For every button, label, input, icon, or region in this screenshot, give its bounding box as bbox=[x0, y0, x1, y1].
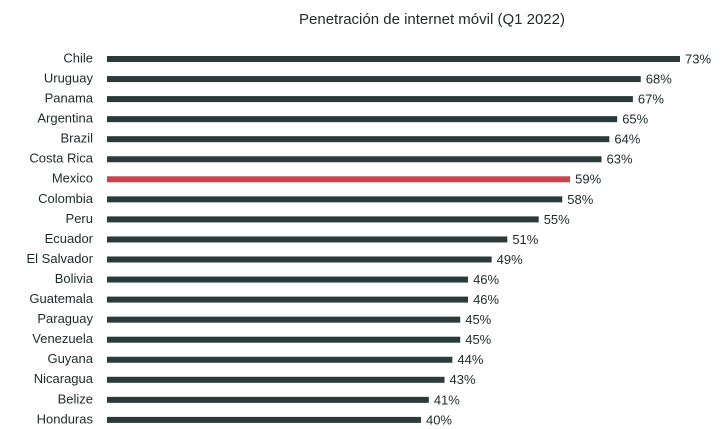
value-label: 41% bbox=[434, 392, 460, 407]
bar bbox=[107, 396, 429, 403]
category-label: Chile bbox=[63, 50, 93, 65]
bar bbox=[107, 256, 492, 263]
bar bbox=[107, 236, 508, 243]
category-label: Bolivia bbox=[55, 271, 94, 286]
bar bbox=[107, 416, 421, 423]
bar bbox=[107, 196, 563, 203]
value-label: 55% bbox=[544, 212, 570, 227]
value-label: 51% bbox=[512, 232, 538, 247]
category-label: Argentina bbox=[37, 111, 93, 126]
category-label: Panama bbox=[45, 91, 94, 106]
category-label: Belize bbox=[58, 391, 93, 406]
category-label: Brazil bbox=[60, 131, 93, 146]
value-label: 59% bbox=[575, 172, 601, 187]
chart-title: Penetración de internet móvil (Q1 2022) bbox=[299, 11, 565, 28]
value-label: 63% bbox=[607, 152, 633, 167]
bar bbox=[107, 176, 571, 183]
bar bbox=[107, 376, 445, 383]
value-label: 73% bbox=[685, 51, 711, 66]
category-label: Paraguay bbox=[37, 311, 93, 326]
value-label: 45% bbox=[465, 332, 491, 347]
value-label: 44% bbox=[457, 352, 483, 367]
value-label: 43% bbox=[450, 372, 476, 387]
bar bbox=[107, 116, 618, 123]
bar bbox=[107, 136, 610, 143]
category-label: Peru bbox=[66, 211, 93, 226]
category-label: Venezuela bbox=[32, 331, 93, 346]
bar bbox=[107, 216, 539, 223]
category-label: Ecuador bbox=[45, 231, 94, 246]
category-label: Guatemala bbox=[29, 291, 93, 306]
bar bbox=[107, 56, 680, 62]
category-label: El Salvador bbox=[27, 251, 94, 266]
bar bbox=[107, 76, 641, 83]
value-label: 68% bbox=[646, 71, 672, 86]
category-label: Costa Rica bbox=[29, 151, 93, 166]
bar bbox=[107, 156, 602, 163]
value-label: 46% bbox=[473, 292, 499, 307]
value-label: 67% bbox=[638, 92, 664, 107]
value-label: 49% bbox=[497, 252, 523, 267]
value-label: 58% bbox=[567, 192, 593, 207]
category-label: Colombia bbox=[38, 191, 94, 206]
value-label: 65% bbox=[622, 112, 648, 127]
category-label: Guyana bbox=[47, 351, 93, 366]
value-label: 45% bbox=[465, 312, 491, 327]
category-label: Nicaragua bbox=[34, 371, 94, 386]
category-label: Mexico bbox=[52, 171, 93, 186]
bar bbox=[107, 296, 469, 303]
bar bbox=[107, 96, 633, 103]
bar bbox=[107, 316, 461, 323]
bar bbox=[107, 276, 469, 283]
bar bbox=[107, 356, 453, 363]
value-label: 46% bbox=[473, 272, 499, 287]
value-label: 64% bbox=[614, 132, 640, 147]
bar bbox=[107, 336, 461, 343]
category-label: Uruguay bbox=[44, 70, 94, 85]
category-label: Honduras bbox=[37, 411, 94, 426]
value-label: 40% bbox=[426, 412, 452, 427]
